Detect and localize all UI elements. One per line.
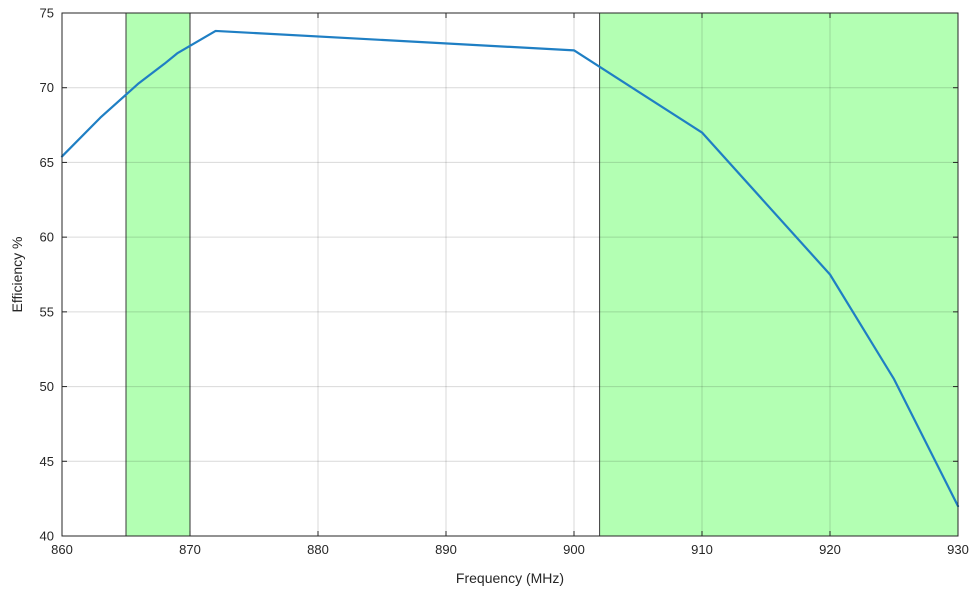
y-tick-label: 65 [40,155,54,170]
plot-frame [61,12,959,537]
y-tick-label: 60 [40,230,54,245]
x-tick-label: 890 [435,542,457,557]
x-tick-label: 920 [819,542,841,557]
x-tick-label: 880 [307,542,329,557]
shaded-region-2 [599,12,959,537]
x-tick-label: 870 [179,542,201,557]
y-tick-label: 50 [40,379,54,394]
y-tick-label: 70 [40,80,54,95]
x-tick-label: 860 [51,542,73,557]
x-axis-title: Frequency (MHz) [456,570,564,586]
y-tick-label: 45 [40,454,54,469]
y-tick-label: 40 [40,529,54,544]
y-axis-title: Efficiency % [9,237,25,313]
grid-lines [61,12,959,537]
axis-ticks: 860 870 880 890 900 910 920 930 40 45 50 55 60 65 70 75 [40,6,969,558]
series-layer [60,29,960,508]
shaded-region-1 [125,12,191,537]
y-tick-label: 55 [40,304,54,319]
y-tick-label: 75 [40,6,54,21]
x-tick-label: 910 [691,542,713,557]
series-line-1 [60,29,960,508]
x-tick-label: 930 [947,542,969,557]
x-tick-label: 900 [563,542,585,557]
shaded-regions [125,12,959,537]
